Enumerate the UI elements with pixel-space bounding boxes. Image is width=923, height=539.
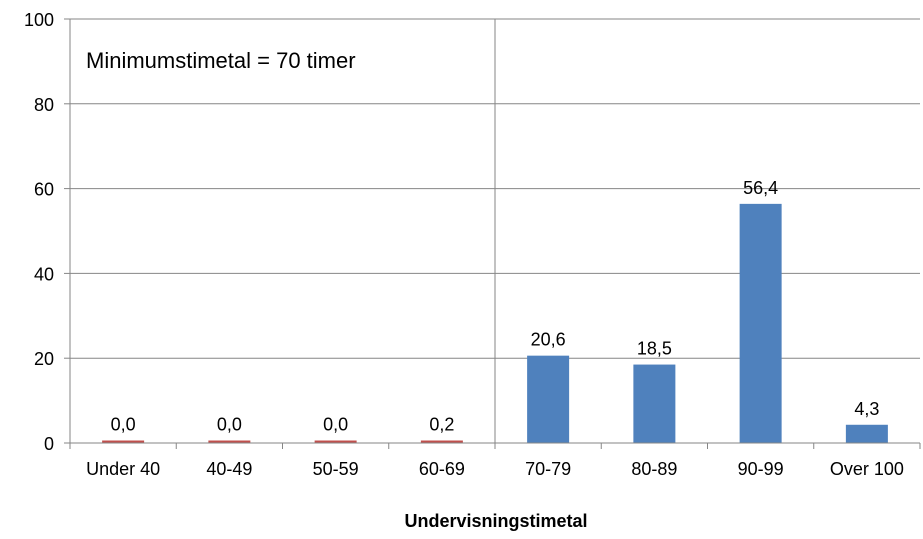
x-tick-label: 80-89: [631, 459, 677, 479]
x-tick-label: 60-69: [419, 459, 465, 479]
data-label: 0,0: [111, 415, 136, 435]
data-label: 4,3: [854, 399, 879, 419]
y-tick-label: 60: [34, 180, 54, 200]
bar: [633, 364, 676, 443]
bars: [102, 203, 888, 443]
y-tick-label: 0: [44, 434, 54, 454]
axes: [64, 18, 921, 449]
x-tick-label: 90-99: [738, 459, 784, 479]
x-tick-label: 70-79: [525, 459, 571, 479]
threshold-annotation: Minimumstimetal = 70 timer: [86, 48, 356, 73]
data-label: 0,2: [429, 415, 454, 435]
data-label: 56,4: [743, 178, 778, 198]
y-tick-label: 40: [34, 264, 54, 284]
data-label: 0,0: [217, 415, 242, 435]
x-axis-title: Undervisningstimetal: [404, 511, 587, 531]
bar: [208, 440, 251, 443]
bar: [739, 203, 782, 443]
bar: [102, 440, 145, 443]
bar: [314, 440, 357, 443]
bar: [527, 355, 570, 443]
bar: [420, 440, 463, 443]
x-tick-label: Over 100: [830, 459, 904, 479]
data-label: 20,6: [531, 330, 566, 350]
y-tick-label: 80: [34, 95, 54, 115]
gridlines: [70, 18, 920, 443]
x-tick-label: Under 40: [86, 459, 160, 479]
data-label: 18,5: [637, 339, 672, 359]
y-tick-label: 100: [24, 10, 54, 30]
data-label: 0,0: [323, 415, 348, 435]
bar: [845, 424, 888, 443]
y-tick-label: 20: [34, 349, 54, 369]
x-tick-label: 50-59: [313, 459, 359, 479]
labels: 0 20 40 60 80 100 0,0 Under 40 0,0 40-49 0,0 50-59 0…: [24, 10, 904, 479]
x-tick-label: 40-49: [206, 459, 252, 479]
